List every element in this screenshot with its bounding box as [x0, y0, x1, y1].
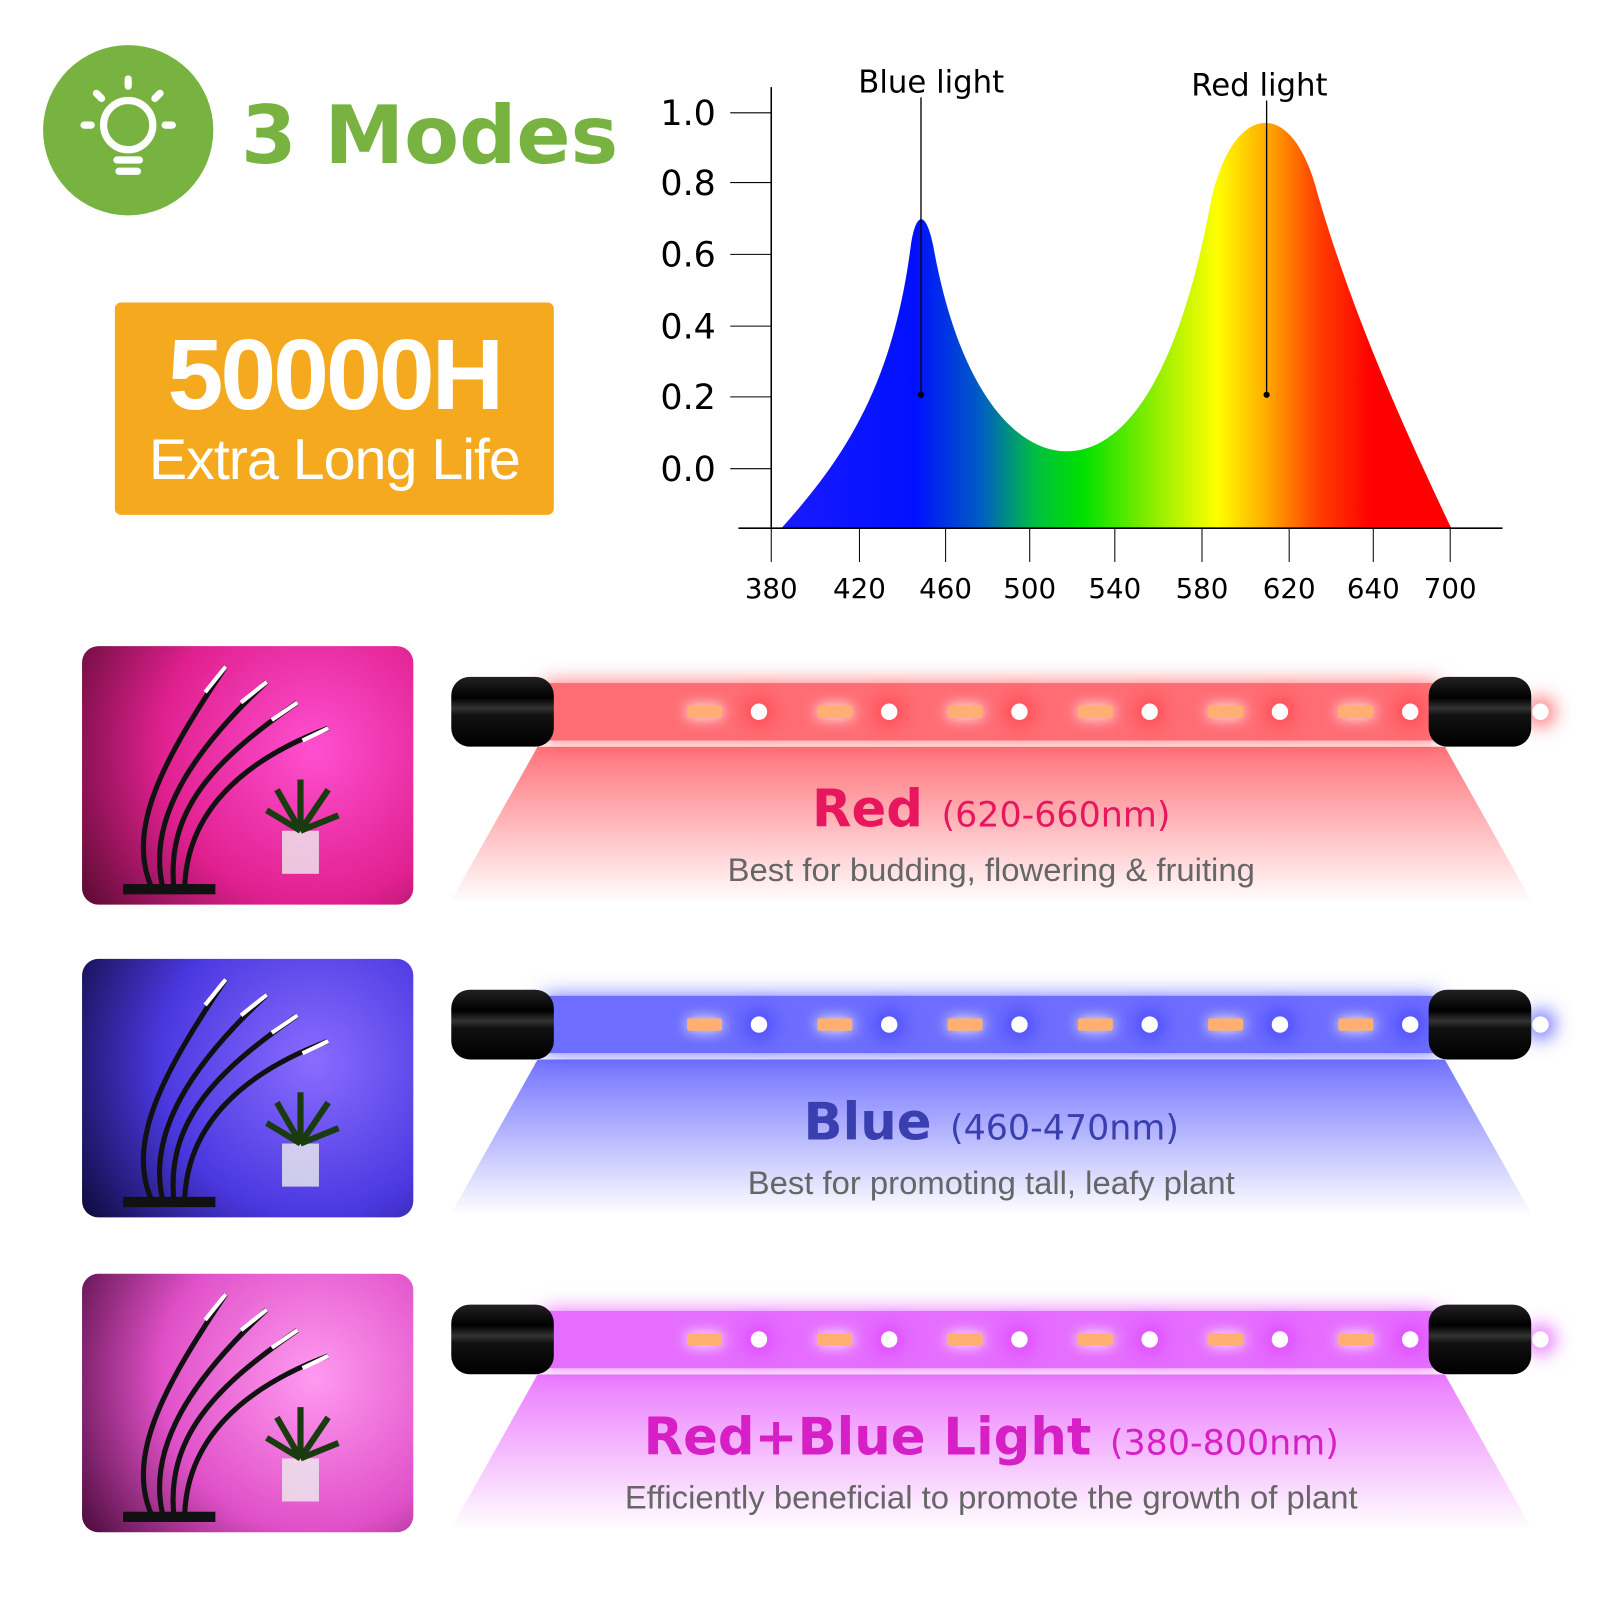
led — [817, 705, 853, 718]
light-bar — [451, 676, 1549, 901]
led — [1532, 703, 1549, 720]
x-tick-label: 500 — [1003, 572, 1056, 605]
light-bulb-icon — [80, 75, 176, 175]
modes-badge — [43, 45, 214, 216]
end-cap-left — [451, 676, 554, 747]
x-tick-label: 380 — [745, 572, 798, 605]
led — [1401, 1331, 1419, 1348]
mode-name: Red+Blue Light — [643, 1407, 1092, 1467]
x-tick-label: 540 — [1088, 572, 1141, 605]
led — [1077, 1018, 1113, 1031]
spectrum-area — [781, 122, 1452, 529]
led — [1208, 705, 1244, 718]
led — [1011, 1331, 1028, 1348]
blue-peak-dot — [917, 391, 925, 398]
led — [1141, 1016, 1158, 1033]
x-tick-label: 620 — [1263, 572, 1316, 605]
led — [1532, 1016, 1549, 1033]
led — [1011, 703, 1028, 720]
led — [1208, 1333, 1244, 1346]
mode-description: Best for promoting tall, leafy plant — [747, 1164, 1235, 1201]
led — [947, 1018, 983, 1031]
y-tick-label: 0.2 — [660, 378, 715, 418]
x-tick-label: 460 — [919, 572, 972, 605]
led — [1401, 703, 1419, 720]
end-cap-right — [1428, 989, 1532, 1060]
x-tick-label: 580 — [1176, 572, 1229, 605]
light-beam — [451, 746, 1532, 901]
light-bar — [451, 989, 1549, 1214]
led — [1338, 1333, 1374, 1346]
led — [1077, 705, 1113, 718]
led — [750, 1331, 768, 1348]
mode-range: (460-470nm) — [949, 1107, 1179, 1149]
mode-title: Red (620-660nm) — [451, 779, 1531, 838]
y-tick-label: 1.0 — [660, 94, 715, 134]
led — [1011, 1016, 1028, 1033]
mode-photo — [82, 646, 414, 905]
light-beam — [451, 1374, 1532, 1529]
mode-description: Best for budding, flowering & fruiting — [727, 851, 1255, 889]
light-bar — [451, 1304, 1549, 1529]
y-tick-label: 0.6 — [660, 236, 715, 276]
end-cap-right — [1428, 1304, 1532, 1375]
mode-name: Blue — [803, 1092, 932, 1152]
led — [1208, 1018, 1244, 1031]
light-beam — [451, 1059, 1532, 1214]
led — [880, 1331, 898, 1348]
led — [817, 1018, 853, 1031]
y-tick-label: 0.4 — [660, 307, 715, 347]
mode-range: (380-800nm) — [1109, 1422, 1339, 1464]
mode-range: (620-660nm) — [941, 794, 1171, 836]
blue-light-label: Blue light — [858, 64, 1004, 100]
led — [947, 705, 983, 718]
led — [687, 1018, 723, 1031]
lifetime-hours: 50000H — [167, 317, 505, 431]
spectrum-chart: 1.0 0.8 0.6 0.4 0.2 0.0 380 420 460 500 540 580 620 6… — [660, 64, 1503, 605]
led — [687, 1333, 723, 1346]
led — [1271, 1331, 1289, 1348]
mode-description: Efficiently beneficial to promote the gr… — [624, 1478, 1358, 1516]
lifetime-badge: 50000H Extra Long Life — [114, 302, 554, 515]
x-tick-label: 420 — [833, 572, 886, 605]
led — [880, 703, 898, 720]
led — [1141, 703, 1158, 720]
x-tick-label: 640 — [1347, 572, 1400, 605]
led — [947, 1333, 983, 1346]
led — [1532, 1331, 1549, 1348]
mode-photo — [82, 1273, 414, 1533]
led — [750, 703, 768, 720]
light-tube — [543, 683, 1549, 741]
mode-title: Red+Blue Light (380-800nm) — [451, 1407, 1531, 1466]
mode-title: Blue (460-470nm) — [451, 1092, 1531, 1151]
end-cap-right — [1428, 676, 1532, 747]
led — [1338, 1018, 1374, 1031]
led — [1401, 1016, 1419, 1033]
light-tube — [543, 1310, 1549, 1369]
lamp-plant-illustration — [123, 665, 340, 895]
lamp-plant-illustration — [123, 1292, 340, 1522]
led — [1271, 703, 1289, 720]
y-tick-label: 0.0 — [660, 450, 715, 490]
led — [750, 1016, 768, 1033]
red-light-label: Red light — [1191, 67, 1327, 103]
lifetime-subtitle: Extra Long Life — [148, 426, 521, 492]
lamp-plant-illustration — [123, 978, 340, 1208]
end-cap-left — [451, 1304, 554, 1375]
led — [817, 1333, 853, 1346]
led — [687, 705, 723, 718]
mode-photo — [82, 958, 414, 1218]
light-tube — [543, 995, 1549, 1054]
led — [1271, 1016, 1289, 1033]
led — [1077, 1333, 1113, 1346]
led — [880, 1016, 898, 1033]
y-tick-label: 0.8 — [660, 164, 715, 204]
led — [1141, 1331, 1158, 1348]
modes-title: 3 Modes — [241, 90, 619, 183]
end-cap-left — [451, 989, 554, 1060]
x-tick-label: 700 — [1424, 572, 1477, 605]
mode-name: Red — [812, 779, 924, 839]
red-peak-dot — [1263, 391, 1270, 398]
led — [1338, 705, 1374, 718]
